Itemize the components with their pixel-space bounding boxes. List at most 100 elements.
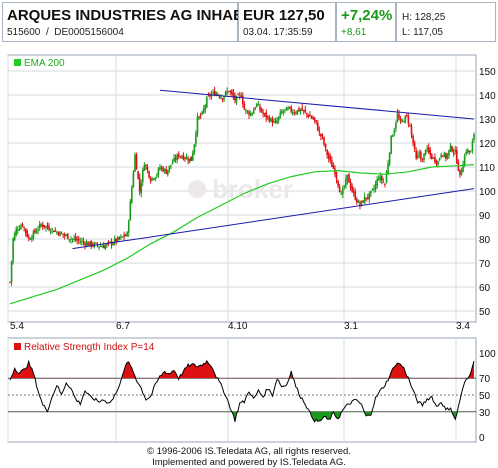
candle-up: [81, 241, 83, 243]
candle-up: [159, 167, 161, 170]
candle-up: [423, 153, 425, 161]
candle-up: [17, 229, 19, 231]
candle-up: [282, 111, 285, 113]
candle-down: [354, 191, 357, 200]
candle-down: [162, 167, 164, 172]
price-y-tick-label: 90: [479, 211, 491, 222]
candle-up: [257, 104, 260, 106]
candle-down: [318, 130, 321, 133]
candle-down: [312, 117, 314, 120]
candle-down: [429, 150, 432, 155]
instrument-name: ARQUES INDUSTRIES AG INHAB...: [7, 7, 257, 24]
candle-up: [198, 116, 200, 119]
candle-down: [87, 242, 89, 246]
candle-up: [466, 149, 469, 153]
candle-down: [321, 134, 324, 137]
candle-down: [177, 153, 180, 157]
candle-down: [240, 95, 243, 98]
candle-up: [85, 242, 88, 247]
candle-down: [315, 120, 318, 123]
candle-down: [452, 152, 455, 154]
upper-trendline: [159, 89, 475, 120]
candle-down: [324, 144, 327, 149]
candle-down: [459, 169, 461, 175]
x-tick-label: 3.4: [456, 321, 470, 332]
candle-down: [62, 233, 64, 235]
candle-down: [243, 104, 246, 110]
candle-up: [68, 239, 71, 241]
candle-up: [256, 103, 258, 108]
candle-down: [268, 117, 271, 122]
candle-up: [215, 92, 218, 96]
candle-down: [334, 168, 336, 175]
candle-up: [121, 236, 124, 238]
candle-up: [173, 157, 175, 162]
x-tick-label: 6.7: [116, 321, 130, 332]
candle-down: [84, 242, 86, 246]
candle-up: [40, 224, 43, 226]
candle-up: [134, 154, 136, 172]
candle-up: [163, 169, 166, 171]
candle-up: [438, 158, 441, 161]
candle-up: [226, 91, 228, 94]
candle-down: [218, 95, 221, 97]
candle-down: [76, 239, 78, 241]
candle-up: [379, 176, 382, 180]
candle-down: [26, 231, 28, 237]
candle-down: [248, 111, 250, 116]
candle-down: [365, 197, 368, 199]
candle-down: [320, 133, 322, 137]
candle-up: [443, 153, 446, 157]
candle-down: [34, 229, 36, 233]
candle-down: [260, 108, 263, 113]
candle-up: [152, 178, 155, 180]
price-y-tick-label: 50: [479, 307, 491, 318]
candle-up: [245, 109, 247, 111]
day-low: L: 117,05: [402, 27, 443, 38]
candle-up: [15, 228, 18, 235]
wkn: 515600: [7, 27, 41, 38]
candle-down: [356, 199, 358, 203]
candle-up: [246, 110, 249, 112]
candle-up: [56, 231, 58, 233]
candle-down: [329, 156, 332, 161]
candle-down: [227, 91, 230, 93]
rsi-y-tick-label: 50: [479, 391, 491, 402]
rsi-y-tick-label: 0: [479, 433, 485, 444]
rsi-y-tick-label: 70: [479, 374, 491, 385]
candle-down: [384, 183, 386, 185]
candle-up: [185, 157, 188, 160]
candle-down: [451, 146, 453, 152]
candle-down: [52, 230, 55, 233]
candle-down: [148, 171, 150, 178]
candle-down: [327, 153, 330, 159]
candle-up: [273, 121, 275, 123]
candle-up: [151, 177, 153, 180]
candle-down: [241, 95, 244, 105]
candle-up: [181, 156, 183, 158]
candle-up: [101, 246, 103, 248]
rsi-panel-frame: [7, 337, 477, 443]
candle-down: [301, 107, 303, 111]
candle-down: [259, 105, 261, 110]
candle-down: [234, 95, 236, 101]
candle-up: [363, 196, 366, 204]
candle-down: [232, 92, 235, 98]
rsi-title: Relative Strength Index P=14: [24, 342, 155, 353]
candle-down: [48, 226, 50, 231]
candle-down: [179, 156, 182, 158]
candle-down: [229, 90, 232, 92]
candle-down: [115, 238, 118, 242]
candle-up: [454, 150, 457, 152]
candle-up: [440, 154, 442, 157]
candle-up: [12, 238, 14, 262]
candle-down: [352, 190, 355, 193]
x-tick-label: 4.10: [228, 321, 248, 332]
candle-up: [49, 231, 52, 233]
candle-down: [398, 114, 400, 119]
candle-up: [346, 174, 349, 181]
candle-up: [224, 92, 227, 95]
candle-down: [60, 233, 63, 235]
candle-up: [98, 246, 100, 248]
